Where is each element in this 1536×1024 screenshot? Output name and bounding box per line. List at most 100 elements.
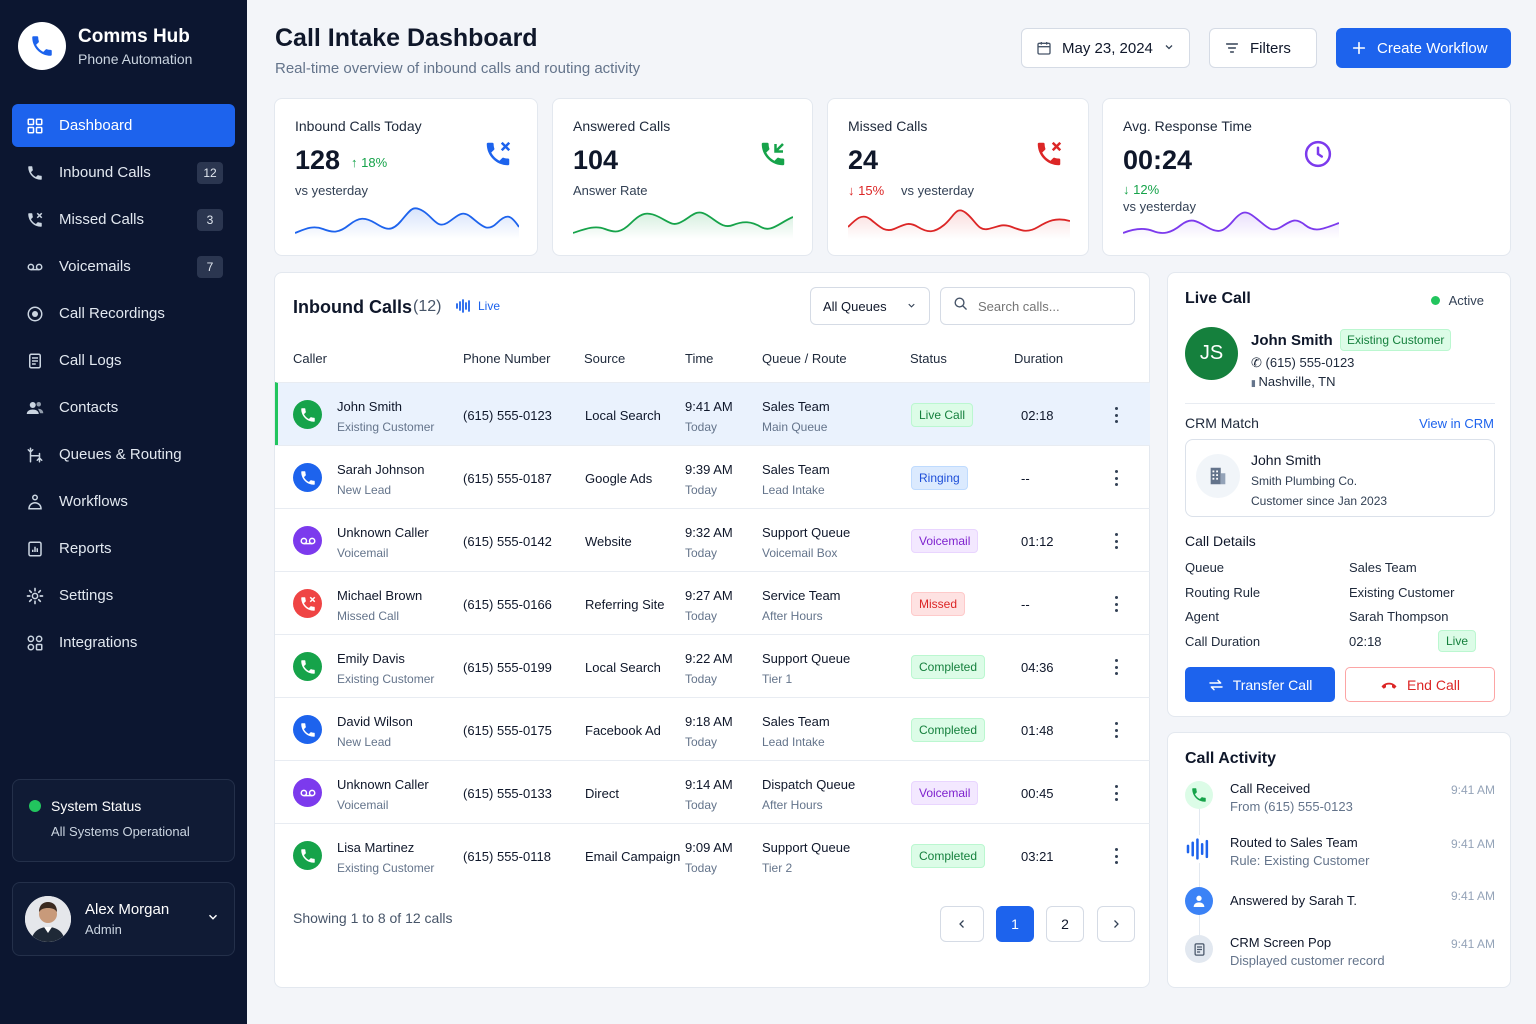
queue-filter-select[interactable]: All Queues bbox=[810, 287, 930, 325]
voicemail-icon bbox=[293, 778, 322, 807]
sidebar-item-contacts[interactable]: Contacts bbox=[12, 386, 235, 429]
sidebar-item-label: Contacts bbox=[59, 399, 119, 416]
caller-type: Missed Call bbox=[337, 609, 400, 623]
page-button-2[interactable]: 2 bbox=[1046, 906, 1084, 942]
source-cell: Referring Site bbox=[585, 597, 665, 612]
brand: Comms Hub Phone Automation bbox=[18, 22, 192, 70]
caller-cell: Unknown Caller Voicemail bbox=[337, 525, 429, 560]
create-workflow-button[interactable]: Create Workflow bbox=[1336, 28, 1511, 68]
table-row[interactable]: Unknown Caller Voicemail (615) 555-0133 Dir… bbox=[275, 760, 1150, 823]
view-in-crm-link[interactable]: View in CRM bbox=[1419, 416, 1494, 431]
sidebar-item-voicemails[interactable]: Voicemails 7 bbox=[12, 245, 235, 288]
caller-name: Sarah Johnson bbox=[337, 462, 425, 477]
search-calls[interactable] bbox=[940, 287, 1135, 325]
sidebar-item-reports[interactable]: Reports bbox=[12, 527, 235, 570]
sidebar-item-call-logs[interactable]: Call Logs bbox=[12, 339, 235, 382]
duration-cell: 01:48 bbox=[1021, 723, 1054, 738]
table-row[interactable]: Michael Brown Missed Call (615) 555-0166 Re… bbox=[275, 571, 1150, 634]
table-row[interactable]: Lisa Martinez Existing Customer (615) 555-… bbox=[275, 823, 1150, 886]
sidebar-item-call-recordings[interactable]: Call Recordings bbox=[12, 292, 235, 335]
sidebar-item-label: Missed Calls bbox=[59, 211, 145, 228]
stat-note: Answer Rate bbox=[573, 183, 648, 198]
crm-since: Customer since Jan 2023 bbox=[1251, 494, 1388, 508]
end-call-button[interactable]: End Call bbox=[1345, 667, 1495, 702]
transfer-call-button[interactable]: Transfer Call bbox=[1185, 667, 1335, 702]
duration-live-badge: Live bbox=[1438, 630, 1477, 652]
time-cell: 9:09 AM Today bbox=[685, 840, 733, 875]
more-options-icon[interactable] bbox=[1111, 783, 1121, 803]
more-options-icon[interactable] bbox=[1111, 531, 1121, 551]
activity-title: Answered by Sarah T. bbox=[1230, 893, 1357, 908]
next-page-button[interactable] bbox=[1097, 906, 1135, 942]
table-row[interactable]: David Wilson New Lead (615) 555-0175 Facebo… bbox=[275, 697, 1150, 760]
sidebar-item-label: Dashboard bbox=[59, 117, 133, 134]
sidebar-item-dashboard[interactable]: Dashboard bbox=[12, 104, 235, 147]
caller-name: Michael Brown bbox=[337, 588, 423, 603]
source-cell: Facebook Ad bbox=[585, 723, 661, 738]
user-menu[interactable]: Alex Morgan Admin bbox=[12, 882, 235, 956]
caller-name: John Smith bbox=[337, 399, 403, 414]
caller-cell: David Wilson New Lead bbox=[337, 714, 413, 749]
call-details-title: Call Details bbox=[1185, 533, 1256, 549]
table-row[interactable]: Sarah Johnson New Lead (615) 555-0187 Googl… bbox=[275, 445, 1150, 508]
table-row[interactable]: Unknown Caller Voicemail (615) 555-0142 Web… bbox=[275, 508, 1150, 571]
sidebar-item-workflows[interactable]: Workflows bbox=[12, 480, 235, 523]
queue-cell: Support Queue Tier 2 bbox=[762, 840, 851, 875]
caller-type: Voicemail bbox=[337, 798, 389, 812]
prev-page-button[interactable] bbox=[940, 906, 984, 942]
sparkline-answered bbox=[573, 211, 793, 239]
date-picker[interactable]: May 23, 2024 bbox=[1021, 28, 1190, 68]
detail-label: Queue bbox=[1185, 560, 1225, 575]
phone-cell: (615) 555-0166 bbox=[463, 597, 552, 612]
hang-up-icon bbox=[1380, 680, 1398, 690]
column-header: Status bbox=[910, 351, 947, 366]
sidebar-item-inbound-calls[interactable]: Inbound Calls 12 bbox=[12, 151, 235, 194]
stat-card-response: Avg. Response Time 00:24 ↓ 12% vs yester… bbox=[1102, 98, 1511, 256]
user-name: Alex Morgan bbox=[85, 901, 170, 918]
caller-type: New Lead bbox=[337, 735, 392, 749]
status-badge: Missed bbox=[911, 592, 966, 616]
more-options-icon[interactable] bbox=[1111, 846, 1121, 866]
detail-value: Existing Customer bbox=[1349, 584, 1455, 600]
stat-change: ↓ 12% bbox=[1123, 182, 1160, 197]
more-options-icon[interactable] bbox=[1111, 657, 1121, 677]
table-row[interactable]: Emily Davis Existing Customer (615) 555-01… bbox=[275, 634, 1150, 697]
activity-subtitle: Rule: Existing Customer bbox=[1230, 853, 1370, 868]
inbound-calls-table: Inbound Calls (12) Live All Queues Calle… bbox=[274, 272, 1150, 988]
sidebar-item-integrations[interactable]: Integrations bbox=[12, 621, 235, 664]
sparkline-inbound bbox=[295, 207, 519, 239]
answered-call-icon bbox=[758, 139, 790, 171]
phone-cell: (615) 555-0133 bbox=[463, 786, 552, 801]
phone-cell: (615) 555-0175 bbox=[463, 723, 552, 738]
table-row[interactable]: John Smith Existing Customer (615) 555-012… bbox=[275, 382, 1150, 445]
more-options-icon[interactable] bbox=[1111, 405, 1121, 425]
sidebar-item-label: Workflows bbox=[59, 493, 128, 510]
caller-cell: John Smith Existing Customer bbox=[337, 399, 434, 434]
time-cell: 9:39 AM Today bbox=[685, 462, 733, 497]
sidebar-item-queues-routing[interactable]: Queues & Routing bbox=[12, 433, 235, 476]
grid-icon bbox=[25, 116, 45, 136]
time-cell: 9:27 AM Today bbox=[685, 588, 733, 623]
caller-cell: Sarah Johnson New Lead bbox=[337, 462, 424, 497]
more-options-icon[interactable] bbox=[1111, 594, 1121, 614]
page-button-1[interactable]: 1 bbox=[996, 906, 1034, 942]
crm-record-card[interactable]: John Smith Smith Plumbing Co. Customer s… bbox=[1185, 439, 1495, 517]
queue-cell: Support Queue Voicemail Box bbox=[762, 525, 851, 560]
sidebar-item-settings[interactable]: Settings bbox=[12, 574, 235, 617]
sidebar-item-missed-calls[interactable]: Missed Calls 3 bbox=[12, 198, 235, 241]
search-input[interactable] bbox=[978, 298, 1118, 314]
stat-value: 24 bbox=[848, 145, 879, 175]
column-header: Time bbox=[685, 351, 714, 366]
transfer-icon bbox=[1208, 678, 1224, 692]
log-icon bbox=[25, 351, 45, 371]
more-options-icon[interactable] bbox=[1111, 720, 1121, 740]
phone-icon bbox=[293, 841, 322, 870]
time-cell: 9:32 AM Today bbox=[685, 525, 733, 560]
chevron-down-icon[interactable] bbox=[206, 910, 220, 929]
sparkline-missed bbox=[848, 209, 1070, 239]
activity-time: 9:41 AM bbox=[1450, 937, 1495, 951]
filters-button[interactable]: Filters bbox=[1209, 28, 1317, 68]
more-options-icon[interactable] bbox=[1111, 468, 1121, 488]
voicemail-icon bbox=[25, 257, 45, 277]
table-count: (12) bbox=[413, 298, 442, 315]
